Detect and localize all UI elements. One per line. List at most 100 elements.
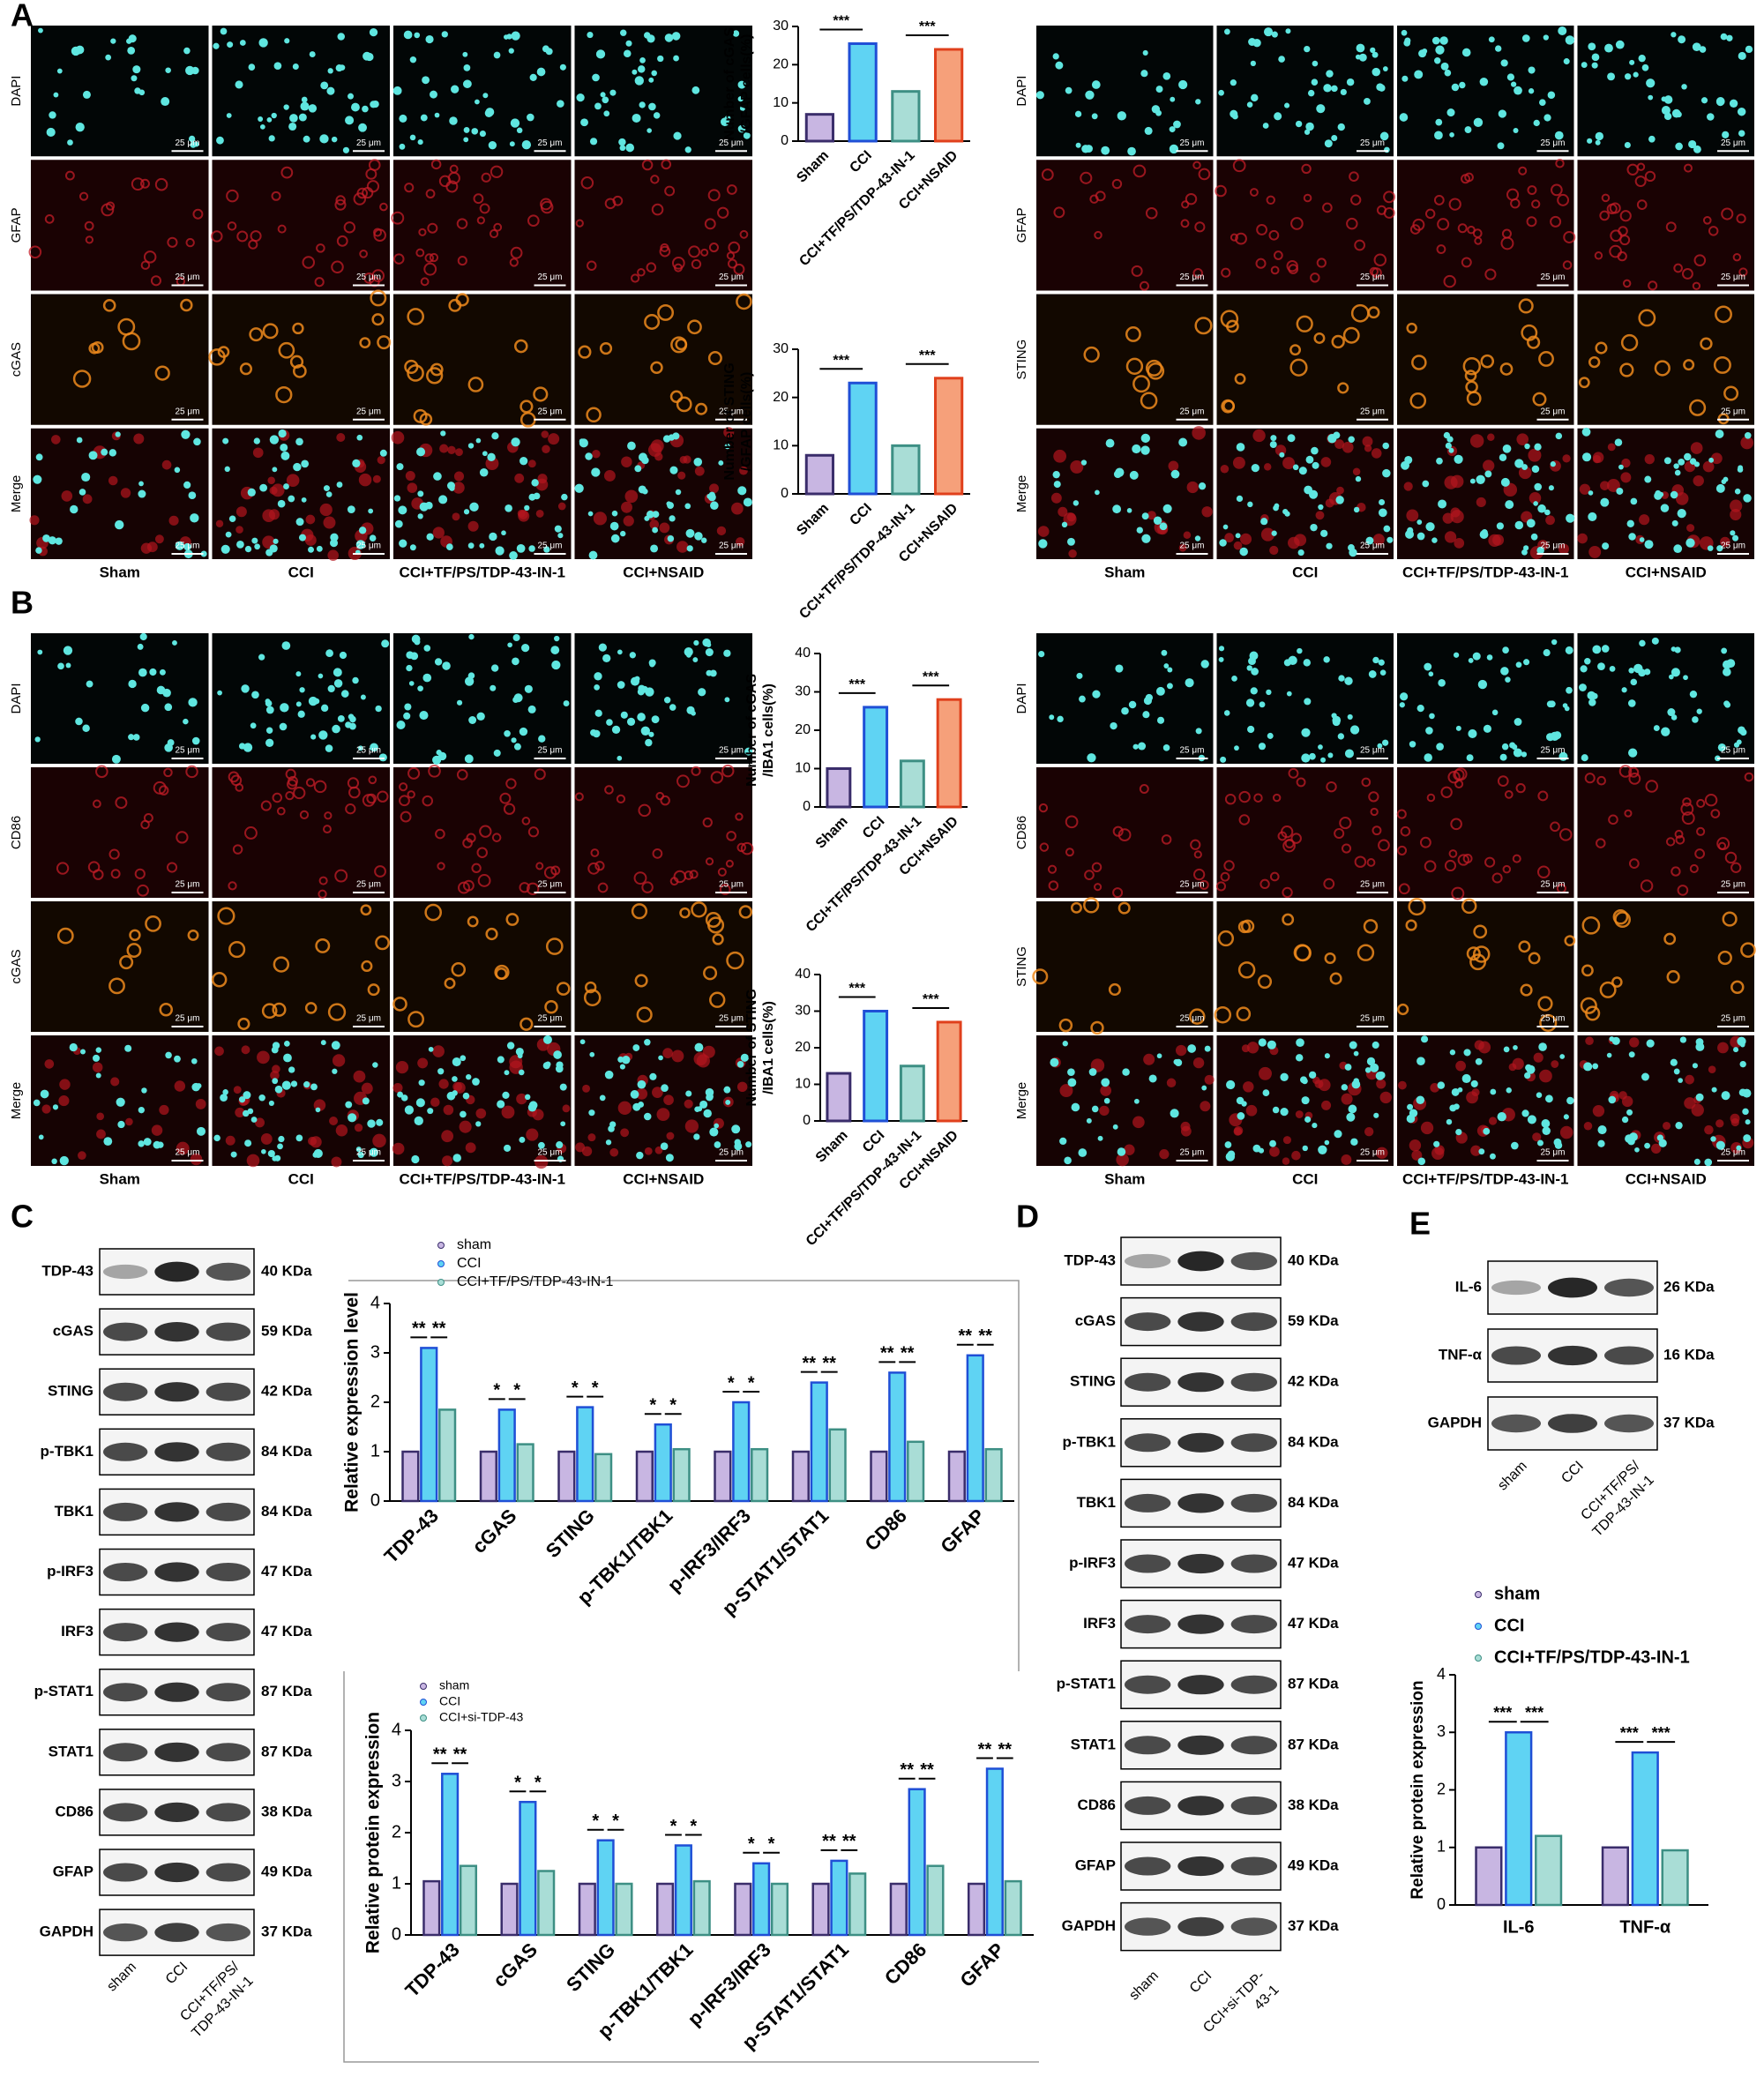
cell-signal <box>641 881 654 893</box>
cell-signal <box>621 501 632 513</box>
cell-signal <box>312 1152 319 1158</box>
cell-signal <box>373 228 383 237</box>
blot-size: 38 KDa <box>1288 1796 1339 1813</box>
blot-label: p-IRF3 <box>47 1563 93 1580</box>
cell-signal <box>1220 310 1239 328</box>
cell-signal <box>183 542 191 551</box>
cell-signal <box>49 111 56 119</box>
cell-signal <box>157 1141 164 1148</box>
cell-signal <box>1161 834 1172 845</box>
legend-label: CCI+si-TDP-43 <box>439 1710 524 1724</box>
cell-signal <box>1581 964 1594 977</box>
cell-signal <box>1372 67 1380 77</box>
cell-signal <box>1320 757 1327 763</box>
cell-signal <box>465 1142 476 1154</box>
column-label: CCI+NSAID <box>1626 1170 1707 1187</box>
cell-signal <box>639 101 646 108</box>
bar <box>557 1450 576 1503</box>
cell-signal <box>1583 1062 1593 1072</box>
cell-signal <box>1700 337 1713 350</box>
cell-signal <box>174 467 181 474</box>
cell-signal <box>611 725 621 735</box>
micrograph <box>1397 1035 1574 1166</box>
cell-signal <box>331 136 338 143</box>
cell-signal <box>352 459 361 467</box>
cell-signal <box>1127 146 1136 156</box>
cell-signal <box>1379 499 1386 506</box>
cell-signal <box>1677 885 1689 896</box>
cell-signal <box>154 365 170 381</box>
cell-signal <box>149 668 157 676</box>
cell-signal <box>1401 29 1408 36</box>
cell-signal <box>509 141 515 147</box>
cell-signal <box>1252 429 1266 443</box>
blot-band <box>103 1502 148 1521</box>
cell-signal <box>1609 244 1622 258</box>
row-label: GFAP <box>1014 207 1029 243</box>
cell-signal <box>392 1082 403 1094</box>
y-tick-label: 30 <box>773 341 789 356</box>
significance-label: * <box>534 1773 542 1792</box>
cell-signal <box>1304 129 1311 135</box>
cell-signal <box>1251 93 1259 102</box>
significance-label: ** <box>842 1832 856 1851</box>
cell-signal <box>1459 81 1466 89</box>
cell-signal <box>691 258 702 270</box>
cell-signal <box>554 525 562 533</box>
cell-signal <box>1140 392 1158 409</box>
cell-signal <box>1477 679 1488 690</box>
cell-signal <box>693 1133 700 1140</box>
cell-signal <box>488 141 497 150</box>
blot-label: p-TBK1 <box>1063 1433 1116 1450</box>
cell-signal <box>365 168 377 180</box>
cell-signal <box>420 114 428 122</box>
cell-signal <box>1409 741 1416 748</box>
cell-signal <box>669 390 684 403</box>
cell-signal <box>654 1146 663 1154</box>
cell-signal <box>1480 354 1495 369</box>
cell-signal <box>1551 183 1563 197</box>
cell-signal <box>1501 228 1512 239</box>
cell-signal <box>438 175 452 188</box>
cell-signal <box>452 1076 458 1082</box>
cell-signal <box>404 359 419 375</box>
cell-signal <box>278 341 295 359</box>
cell-signal <box>1528 448 1542 462</box>
cell-signal <box>146 542 158 553</box>
cell-signal <box>1648 135 1656 143</box>
cell-signal <box>1651 637 1659 645</box>
cell-signal <box>1645 780 1658 793</box>
cell-signal <box>351 102 360 112</box>
cell-signal <box>514 339 528 354</box>
cell-signal <box>1142 49 1148 56</box>
cell-signal <box>408 681 415 686</box>
blot-band <box>154 1502 199 1522</box>
cell-signal <box>301 497 307 503</box>
blot-label: IL-6 <box>1455 1278 1482 1295</box>
cell-signal <box>582 1084 591 1093</box>
cell-signal <box>95 765 108 779</box>
cell-signal <box>707 189 721 202</box>
y-tick-label: 0 <box>781 486 789 501</box>
cell-signal <box>648 77 654 83</box>
cell-signal <box>415 1098 425 1108</box>
cell-signal <box>1290 833 1302 844</box>
blot-band <box>1230 1554 1278 1573</box>
cell-signal <box>423 645 431 652</box>
cell-signal <box>1076 672 1083 679</box>
cell-signal <box>1468 728 1477 739</box>
cell-signal <box>1163 663 1170 669</box>
cell-signal <box>544 999 558 1014</box>
cell-signal <box>456 699 463 706</box>
cell-signal <box>1524 1072 1531 1079</box>
cell-signal <box>82 724 90 732</box>
cell-signal <box>1583 1121 1593 1131</box>
blot-band <box>206 1863 250 1882</box>
cell-signal <box>585 452 593 460</box>
cell-signal <box>78 1151 86 1160</box>
cell-signal <box>1537 504 1546 513</box>
cell-signal <box>1536 1139 1544 1147</box>
cell-signal <box>1663 95 1673 104</box>
cell-signal <box>1145 206 1158 220</box>
cell-signal <box>318 889 327 899</box>
